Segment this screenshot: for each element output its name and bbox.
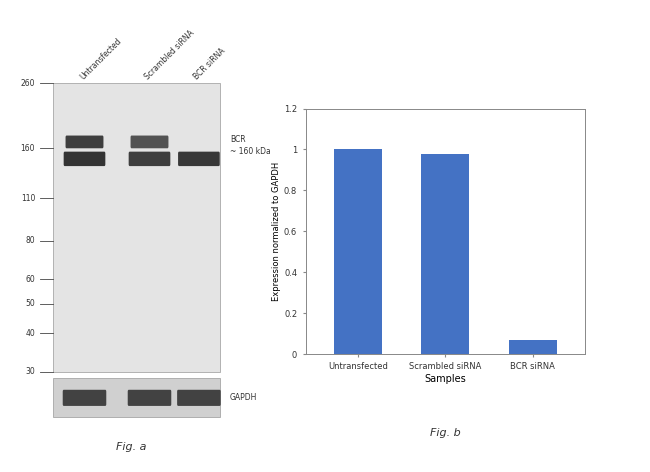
Text: 50: 50 (25, 299, 35, 308)
Text: BCR siRNA: BCR siRNA (192, 46, 227, 81)
Bar (508, 340, 556, 354)
Text: 260: 260 (21, 78, 35, 88)
FancyBboxPatch shape (131, 135, 168, 148)
FancyBboxPatch shape (129, 152, 170, 166)
Text: 80: 80 (25, 236, 35, 245)
Text: 60: 60 (25, 275, 35, 284)
Text: 30: 30 (25, 367, 35, 377)
Bar (53, 379, 220, 417)
Text: Scrambled siRNA: Scrambled siRNA (143, 28, 196, 81)
FancyBboxPatch shape (127, 390, 172, 406)
Bar (421, 153, 469, 354)
X-axis label: Samples: Samples (424, 374, 466, 384)
Text: 40: 40 (25, 329, 35, 338)
FancyBboxPatch shape (64, 152, 105, 166)
Text: 110: 110 (21, 194, 35, 202)
Bar (53, 83, 220, 372)
Text: Fig. b: Fig. b (430, 428, 461, 438)
Text: GAPDH: GAPDH (230, 393, 257, 402)
Text: 160: 160 (21, 143, 35, 152)
FancyBboxPatch shape (178, 152, 220, 166)
FancyBboxPatch shape (177, 390, 220, 406)
Text: Fig. a: Fig. a (116, 442, 146, 452)
FancyBboxPatch shape (62, 390, 107, 406)
FancyBboxPatch shape (66, 135, 103, 148)
Y-axis label: Expression normalized to GAPDH: Expression normalized to GAPDH (272, 161, 281, 301)
Text: BCR
~ 160 kDa: BCR ~ 160 kDa (230, 135, 271, 156)
Bar (334, 150, 382, 354)
Text: Untransfected: Untransfected (78, 36, 123, 81)
